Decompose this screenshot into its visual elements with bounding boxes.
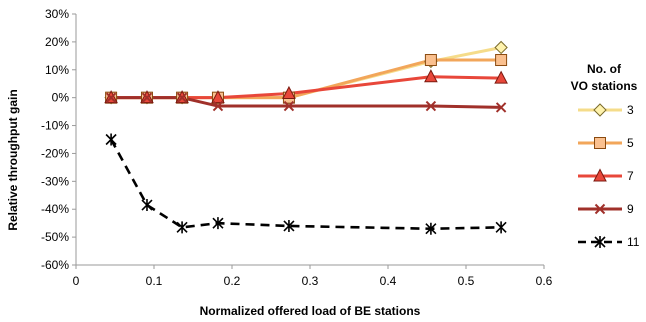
x-tick-label: 0.6 xyxy=(536,274,553,288)
legend-entries: 3 5 7 9 11 xyxy=(578,103,640,249)
plot-area: 30% 20% 10% 0% -10% -20% -30% -40% -50% -60% 0 0.1… xyxy=(41,7,553,288)
series-line-11 xyxy=(109,138,502,231)
y-tick-label: -20% xyxy=(41,146,69,160)
series-lines xyxy=(109,45,502,231)
x-axis-ticks: 0 0.1 0.2 0.3 0.4 0.5 0.6 xyxy=(73,265,553,288)
y-tick-label: -60% xyxy=(41,258,69,272)
data-point-9 xyxy=(212,100,224,112)
data-point-9 xyxy=(495,102,507,113)
legend-marker-7 xyxy=(593,168,607,182)
data-point-3 xyxy=(494,40,508,55)
data-point-7 xyxy=(211,90,225,104)
legend-marker-3 xyxy=(593,103,607,117)
y-tick-label: 10% xyxy=(45,63,69,77)
legend-label-3: 3 xyxy=(627,103,634,117)
y-tick-label: -10% xyxy=(41,119,69,133)
y-axis-ticks: 30% 20% 10% 0% -10% -20% -30% -40% -50% -60% xyxy=(41,7,76,272)
x-tick-label: 0.3 xyxy=(302,274,319,288)
y-tick-label: -50% xyxy=(41,230,69,244)
data-point-9 xyxy=(176,92,188,103)
y-tick-label: -40% xyxy=(41,202,69,216)
legend-label-7: 7 xyxy=(627,169,634,183)
data-point-9 xyxy=(105,92,117,103)
y-tick-label: 0% xyxy=(52,91,70,105)
x-tick-label: 0 xyxy=(73,274,80,288)
series-line-9 xyxy=(111,96,502,109)
legend-marker-9 xyxy=(594,203,606,215)
y-tick-label: 20% xyxy=(45,35,69,49)
legend-marker-5 xyxy=(594,137,606,149)
data-point-11 xyxy=(176,221,188,234)
data-point-5 xyxy=(424,54,437,67)
y-axis-title: Relative throughput gain xyxy=(6,89,20,230)
legend-marker-11 xyxy=(594,236,606,248)
legend: No. of VO stations 3 5 7 9 11 xyxy=(571,62,640,249)
x-tick-label: 0.5 xyxy=(458,274,475,288)
y-tick-label: -30% xyxy=(41,174,69,188)
legend-label-5: 5 xyxy=(627,136,634,150)
legend-title-line-1: No. of xyxy=(587,62,622,76)
data-point-9 xyxy=(283,100,295,112)
legend-label-9: 9 xyxy=(627,202,634,216)
x-tick-label: 0.4 xyxy=(380,274,397,288)
data-point-11 xyxy=(141,199,153,212)
legend-title-line-2: VO stations xyxy=(571,79,638,93)
data-point-9 xyxy=(141,92,153,103)
data-point-11 xyxy=(495,221,507,234)
data-point-7 xyxy=(494,70,508,84)
y-tick-label: 30% xyxy=(45,7,69,21)
data-point-7 xyxy=(424,69,438,83)
x-axis-title: Normalized offered load of BE stations xyxy=(200,304,421,318)
data-point-9 xyxy=(425,100,437,112)
data-point-5 xyxy=(495,54,508,67)
data-point-7 xyxy=(282,85,296,99)
x-tick-label: 0.1 xyxy=(146,274,163,288)
data-point-11 xyxy=(105,133,117,146)
x-tick-label: 0.2 xyxy=(224,274,241,288)
series-markers xyxy=(104,40,508,235)
data-point-11 xyxy=(425,222,437,235)
legend-label-11: 11 xyxy=(627,235,640,249)
data-point-11 xyxy=(212,217,224,230)
data-point-11 xyxy=(283,219,295,232)
